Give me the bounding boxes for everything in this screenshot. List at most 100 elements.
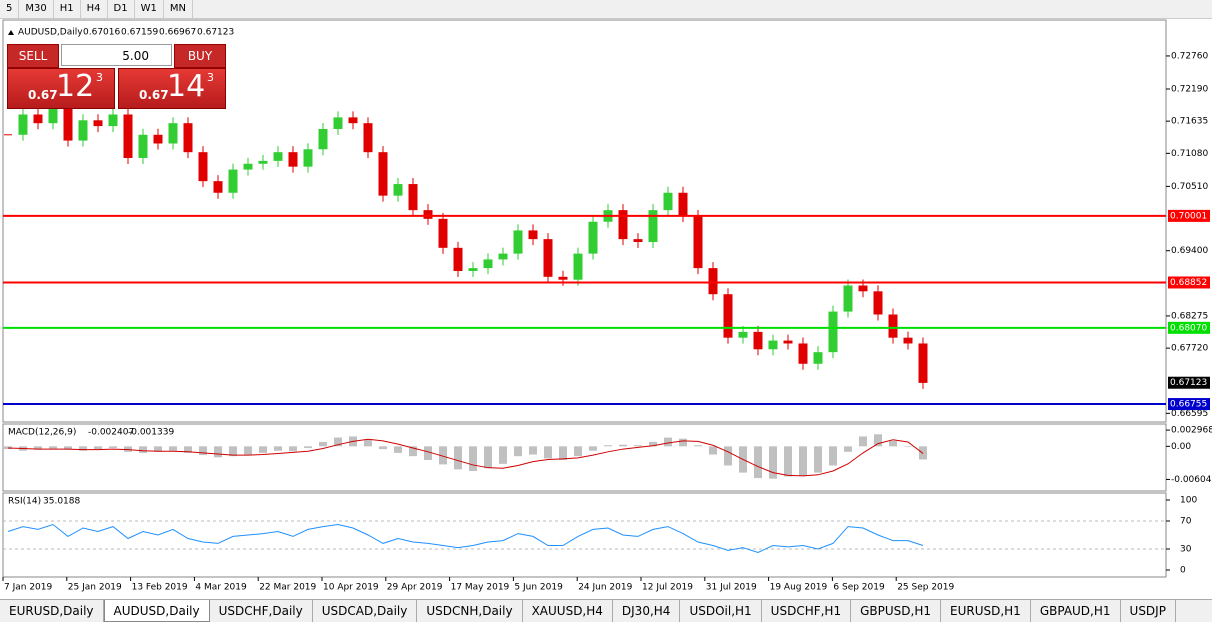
time-label: 25 Jan 2019 (68, 583, 122, 593)
candle (753, 331, 763, 350)
candle (288, 152, 298, 167)
candle (528, 230, 538, 240)
timeframe-button[interactable]: MN (164, 0, 193, 18)
rsi-line (7, 523, 924, 554)
macd-bar (184, 446, 192, 453)
macd-bar (484, 446, 492, 469)
macd-bar (499, 446, 507, 464)
chart-tab[interactable]: USDCNH,Daily (417, 600, 523, 622)
macd-bar (229, 446, 237, 457)
ask-pip: 3 (207, 71, 214, 84)
macd-tick-label: 0.00 (1171, 442, 1191, 452)
chart-tab[interactable]: XAUUSD,H4 (523, 600, 613, 622)
candle (93, 120, 103, 127)
macd-tick-label: 0.002968 (1171, 426, 1212, 436)
ohlc-value: 0.67159 (121, 28, 158, 38)
macd-bar (334, 437, 342, 447)
chart-tab[interactable]: EURUSD,Daily (0, 600, 104, 622)
timeframe-button[interactable]: M30 (19, 0, 54, 18)
macd-bar (874, 434, 882, 447)
macd-bar (244, 446, 252, 455)
rsi-title: RSI(14) (8, 497, 41, 507)
candle (798, 343, 808, 364)
macd-bar (574, 446, 582, 457)
chart-tab[interactable]: EURUSD,H1 (941, 600, 1031, 622)
ohlc-value: 0.67016 (83, 28, 120, 38)
chart-tab[interactable]: AUDUSD,Daily (103, 600, 210, 622)
chart-tab[interactable]: USDJP (1121, 600, 1176, 622)
sell-button[interactable]: SELL (7, 44, 59, 68)
chart-tab[interactable]: GBPUSD,H1 (851, 600, 941, 622)
level-label-bg (1168, 209, 1210, 222)
candle (648, 210, 658, 243)
macd-bar (544, 446, 552, 459)
candle (393, 184, 403, 196)
timeframe-button[interactable]: W1 (135, 0, 164, 18)
macd-bar (409, 446, 417, 457)
candle (483, 259, 493, 269)
chart-tab[interactable]: GBPAUD,H1 (1031, 600, 1121, 622)
candle (453, 247, 463, 272)
buy-button[interactable]: BUY (174, 44, 226, 68)
panel-frame (2, 19, 1167, 423)
timeframe-button[interactable]: D1 (108, 0, 135, 18)
symbol-marker (8, 30, 14, 35)
time-label: 22 Mar 2019 (259, 583, 316, 593)
candle (588, 221, 598, 254)
chart-tab[interactable]: USDOil,H1 (680, 600, 762, 622)
candle (873, 291, 883, 315)
candle (738, 331, 748, 338)
panel-frame (2, 492, 1167, 578)
timeframe-toolbar: 5 M30 H1 H4 D1 W1 MN (0, 0, 1212, 19)
candle (708, 268, 718, 295)
candle (678, 192, 688, 216)
macd-bar (829, 446, 837, 466)
ask-price[interactable]: 0.67 14 3 (118, 68, 226, 109)
macd-bar (34, 446, 42, 450)
candle (33, 114, 43, 124)
rsi-value: 35.0188 (43, 497, 80, 507)
candle (498, 253, 508, 260)
candle (303, 149, 313, 167)
timeframe-button[interactable]: H4 (81, 0, 108, 18)
candle (858, 285, 868, 292)
timeframe-button[interactable]: 5 (0, 0, 20, 18)
candle (243, 163, 253, 170)
candle (63, 108, 73, 141)
macd-bar (139, 446, 147, 453)
chart-tab[interactable]: USDCHF,H1 (762, 600, 852, 622)
chart-tabs: EURUSD,Daily AUDUSD,Daily USDCHF,Daily USDC… (0, 599, 1212, 622)
ohlc-value: 0.66967 (159, 28, 196, 38)
bid-big: 0.67 (28, 88, 58, 102)
macd-bar (49, 446, 57, 449)
candle (213, 181, 223, 193)
chart-tab[interactable]: USDCAD,Daily (313, 600, 418, 622)
candle (138, 134, 148, 158)
price-tick-label: 0.71080 (1171, 149, 1208, 159)
bid-pip: 3 (96, 71, 103, 84)
macd-title: MACD(12,26,9) (8, 428, 76, 438)
chart-tab[interactable]: USDCHF,Daily (210, 600, 313, 622)
lot-input[interactable]: 5.00 (61, 44, 172, 66)
price-tick-label: 0.70510 (1171, 182, 1208, 192)
macd-bar (769, 446, 777, 479)
level-label: 0.70001 (1170, 211, 1207, 221)
candle (258, 160, 268, 164)
candle (633, 239, 643, 243)
macd-bar (844, 446, 852, 452)
time-label: 4 Mar 2019 (195, 583, 247, 593)
price-tick-label: 0.72190 (1171, 84, 1208, 94)
macd-bar (724, 446, 732, 466)
macd-bar (679, 438, 687, 447)
macd-bar (694, 445, 702, 447)
timeframe-button[interactable]: H1 (54, 0, 81, 18)
ohlc-value: 0.67123 (197, 28, 234, 38)
candle (558, 276, 568, 280)
bid-price[interactable]: 0.67 12 3 (7, 68, 115, 109)
macd-bar (799, 446, 807, 476)
macd-signal-line (7, 438, 924, 477)
chart-tab[interactable]: DJ30,H4 (613, 600, 681, 622)
macd-bar (394, 446, 402, 453)
candle (78, 120, 88, 141)
time-label: 5 Jun 2019 (514, 583, 563, 593)
